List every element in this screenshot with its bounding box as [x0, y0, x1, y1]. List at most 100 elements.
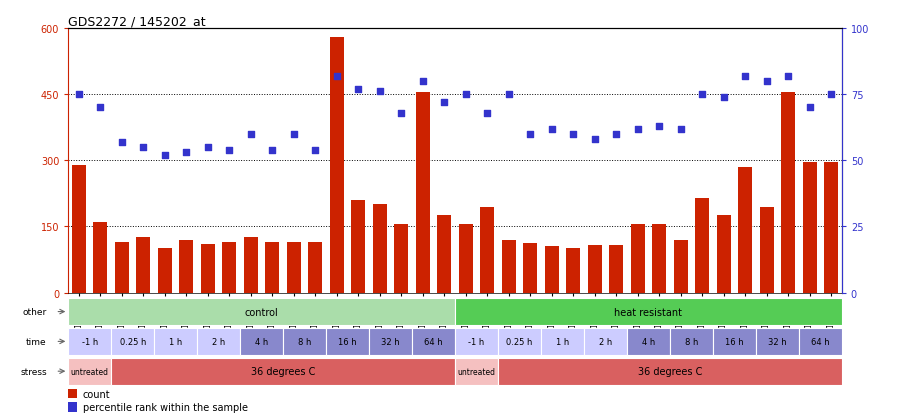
Bar [158, 249, 172, 293]
Text: -1 h: -1 h [82, 337, 98, 346]
Point [824, 92, 838, 98]
Bar [545, 247, 559, 293]
Point [480, 110, 494, 116]
Bar [588, 245, 602, 293]
Bar [136, 238, 150, 293]
Text: time: time [26, 337, 46, 346]
Bar [455, 328, 498, 355]
Bar [115, 242, 129, 293]
Bar [584, 328, 627, 355]
Bar [566, 249, 581, 293]
Bar [111, 358, 455, 385]
Text: stress: stress [20, 367, 46, 376]
Text: 8 h: 8 h [298, 337, 311, 346]
Bar [266, 242, 279, 293]
Bar [756, 328, 799, 355]
Text: 4 h: 4 h [642, 337, 655, 346]
Bar [283, 328, 326, 355]
Bar [824, 163, 838, 293]
Text: other: other [23, 307, 46, 316]
Bar [716, 216, 731, 293]
Bar [498, 328, 541, 355]
Text: 32 h: 32 h [381, 337, 399, 346]
Point [781, 73, 795, 80]
Bar [459, 225, 472, 293]
Text: 2 h: 2 h [599, 337, 612, 346]
Point [437, 100, 451, 106]
Bar [760, 207, 774, 293]
Point [351, 86, 366, 93]
Point [803, 105, 817, 112]
Point [609, 131, 623, 138]
Text: 0.25 h: 0.25 h [119, 337, 146, 346]
Bar [652, 225, 666, 293]
Text: 36 degrees C: 36 degrees C [251, 366, 315, 376]
Text: untreated: untreated [458, 367, 495, 376]
Text: -1 h: -1 h [469, 337, 485, 346]
Point [372, 89, 387, 95]
Bar [68, 358, 111, 385]
Point [523, 131, 538, 138]
Text: GDS2272 / 145202_at: GDS2272 / 145202_at [68, 15, 206, 28]
Point [544, 126, 559, 133]
Bar [308, 242, 322, 293]
Bar [455, 299, 842, 325]
Text: untreated: untreated [71, 367, 108, 376]
Text: 32 h: 32 h [768, 337, 786, 346]
Bar [68, 299, 455, 325]
Bar [68, 402, 77, 412]
Text: control: control [245, 307, 278, 317]
Text: 2 h: 2 h [212, 337, 226, 346]
Point [716, 94, 731, 101]
Bar [351, 200, 365, 293]
Bar [373, 205, 387, 293]
Point [673, 126, 688, 133]
Bar [326, 328, 369, 355]
Point [459, 92, 473, 98]
Bar [94, 223, 107, 293]
Text: 16 h: 16 h [339, 337, 357, 346]
Bar [394, 225, 409, 293]
Bar [201, 244, 215, 293]
Point [265, 147, 279, 154]
Point [136, 145, 151, 151]
Point [695, 92, 710, 98]
Bar [111, 328, 154, 355]
Bar [329, 38, 344, 293]
Point [72, 92, 86, 98]
Point [587, 136, 602, 143]
Text: 64 h: 64 h [811, 337, 830, 346]
Bar [781, 93, 795, 293]
Bar [631, 225, 644, 293]
Point [566, 131, 581, 138]
Text: count: count [83, 389, 110, 399]
Point [738, 73, 753, 80]
Bar [412, 328, 455, 355]
Text: 4 h: 4 h [255, 337, 268, 346]
Bar [738, 167, 752, 293]
Bar [240, 328, 283, 355]
Bar [244, 238, 258, 293]
Text: 16 h: 16 h [725, 337, 743, 346]
Point [115, 139, 129, 146]
Text: 0.25 h: 0.25 h [506, 337, 532, 346]
Bar [523, 244, 537, 293]
Bar [803, 163, 816, 293]
Point [501, 92, 516, 98]
Bar [438, 216, 451, 293]
Bar [416, 93, 430, 293]
Bar [480, 207, 494, 293]
Bar [695, 198, 709, 293]
Point [179, 150, 194, 156]
Text: 8 h: 8 h [684, 337, 698, 346]
Point [222, 147, 237, 154]
Bar [498, 358, 842, 385]
Text: heat resistant: heat resistant [614, 307, 682, 317]
Bar [154, 328, 197, 355]
Bar [627, 328, 670, 355]
Bar [455, 358, 498, 385]
Text: 36 degrees C: 36 degrees C [638, 366, 702, 376]
Point [631, 126, 645, 133]
Point [394, 110, 409, 116]
Point [329, 73, 344, 80]
